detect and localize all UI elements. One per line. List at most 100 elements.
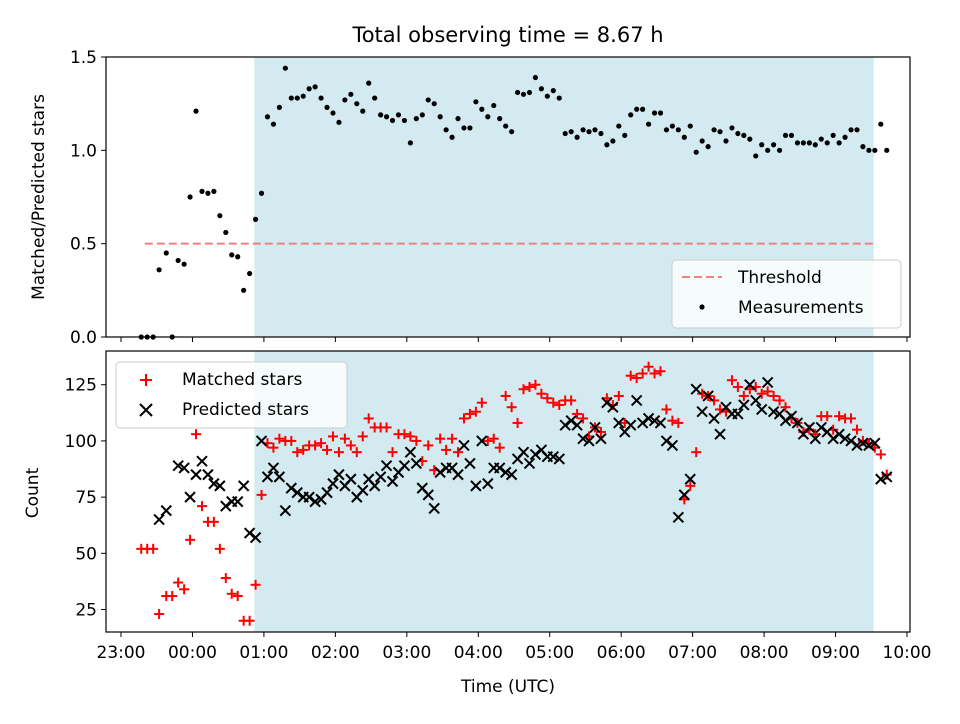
top-y-axis-label: Matched/Predicted stars bbox=[29, 94, 49, 300]
point-matched bbox=[411, 435, 422, 446]
point-measurement bbox=[479, 106, 485, 112]
point-predicted bbox=[559, 419, 571, 431]
point-matched bbox=[846, 413, 857, 424]
point-predicted bbox=[505, 468, 518, 481]
point-matched bbox=[339, 433, 350, 444]
point-predicted bbox=[625, 419, 637, 431]
point-matched bbox=[542, 393, 553, 404]
point-matched bbox=[613, 390, 624, 401]
point-predicted bbox=[571, 419, 583, 431]
point-predicted bbox=[309, 495, 321, 508]
point-matched bbox=[649, 368, 660, 379]
point-measurement bbox=[413, 116, 419, 122]
chart-title: Total observing time = 8.67 h bbox=[351, 23, 663, 47]
point-matched bbox=[286, 435, 297, 446]
point-measurement bbox=[443, 127, 449, 133]
point-measurement bbox=[586, 129, 592, 135]
point-predicted bbox=[696, 405, 708, 418]
point-predicted bbox=[613, 417, 625, 429]
point-measurement bbox=[782, 132, 789, 138]
point-measurement bbox=[449, 134, 455, 140]
point-measurement bbox=[419, 112, 425, 118]
point-measurement bbox=[568, 129, 574, 135]
point-predicted bbox=[333, 468, 345, 481]
point-predicted bbox=[672, 511, 685, 524]
point-predicted bbox=[410, 457, 423, 470]
point-matched bbox=[435, 433, 446, 444]
point-predicted bbox=[869, 437, 881, 449]
point-measurement bbox=[181, 261, 187, 267]
point-matched bbox=[524, 381, 535, 392]
point-predicted bbox=[839, 432, 851, 445]
point-measurement bbox=[372, 95, 378, 101]
point-matched bbox=[405, 431, 416, 442]
point-matched bbox=[399, 429, 410, 440]
point-measurement bbox=[550, 88, 556, 94]
point-measurement bbox=[616, 123, 622, 129]
point-predicted bbox=[345, 473, 357, 485]
point-matched bbox=[661, 404, 672, 415]
y-tick-label: 125 bbox=[65, 376, 97, 396]
point-predicted bbox=[214, 480, 226, 492]
point-predicted bbox=[690, 383, 702, 395]
point-matched bbox=[191, 429, 202, 440]
point-predicted bbox=[464, 457, 476, 470]
x-tick-label: 00:00 bbox=[168, 643, 217, 663]
point-predicted bbox=[291, 486, 303, 499]
point-predicted bbox=[172, 459, 184, 472]
x-tick-label: 02:00 bbox=[311, 643, 360, 663]
point-measurement bbox=[270, 121, 277, 127]
point-matched bbox=[173, 577, 184, 588]
point-measurement bbox=[342, 97, 348, 103]
point-matched bbox=[566, 395, 577, 406]
point-measurement bbox=[729, 125, 735, 131]
point-matched bbox=[637, 368, 648, 379]
point-matched bbox=[250, 579, 261, 590]
point-predicted bbox=[809, 432, 822, 445]
x-tick-label: 08:00 bbox=[740, 643, 789, 663]
point-measurement bbox=[532, 74, 539, 81]
point-predicted bbox=[243, 527, 256, 539]
point-measurement bbox=[509, 129, 515, 135]
point-matched bbox=[726, 375, 737, 386]
point-measurement bbox=[556, 95, 562, 101]
y-tick-label: 75 bbox=[75, 488, 97, 508]
point-matched bbox=[774, 395, 785, 406]
point-matched bbox=[470, 406, 481, 417]
point-matched bbox=[316, 438, 327, 449]
point-measurement bbox=[300, 93, 306, 99]
point-measurement bbox=[538, 86, 544, 92]
legend-threshold-label: Threshold bbox=[737, 268, 822, 288]
point-measurement bbox=[223, 229, 229, 236]
point-predicted bbox=[153, 513, 165, 526]
point-measurement bbox=[156, 267, 162, 273]
bottom-y-axis-label: Count bbox=[23, 467, 43, 518]
point-predicted bbox=[279, 504, 292, 517]
point-matched bbox=[458, 413, 469, 424]
point-measurement bbox=[264, 114, 271, 120]
point-predicted bbox=[833, 428, 845, 440]
point-predicted bbox=[273, 471, 286, 483]
point-matched bbox=[220, 573, 231, 584]
point-measurement bbox=[503, 123, 509, 129]
point-matched bbox=[333, 447, 344, 458]
point-matched bbox=[572, 408, 583, 419]
point-measurement bbox=[241, 287, 247, 293]
point-predicted bbox=[452, 468, 464, 481]
point-measurement bbox=[348, 91, 354, 97]
point-measurement bbox=[467, 125, 473, 131]
point-measurement bbox=[812, 142, 818, 148]
point-measurement bbox=[771, 142, 777, 148]
point-matched bbox=[387, 447, 398, 458]
point-matched bbox=[578, 413, 589, 424]
point-measurement bbox=[324, 104, 330, 110]
point-matched bbox=[709, 395, 720, 406]
legend-matched-label: Matched stars bbox=[182, 370, 302, 390]
point-measurement bbox=[806, 140, 812, 146]
point-measurement bbox=[866, 147, 872, 153]
x-tick-label: 04:00 bbox=[454, 643, 503, 663]
point-measurement bbox=[312, 84, 318, 90]
point-matched bbox=[506, 402, 517, 413]
x-axis-label: Time (UTC) bbox=[460, 677, 555, 697]
